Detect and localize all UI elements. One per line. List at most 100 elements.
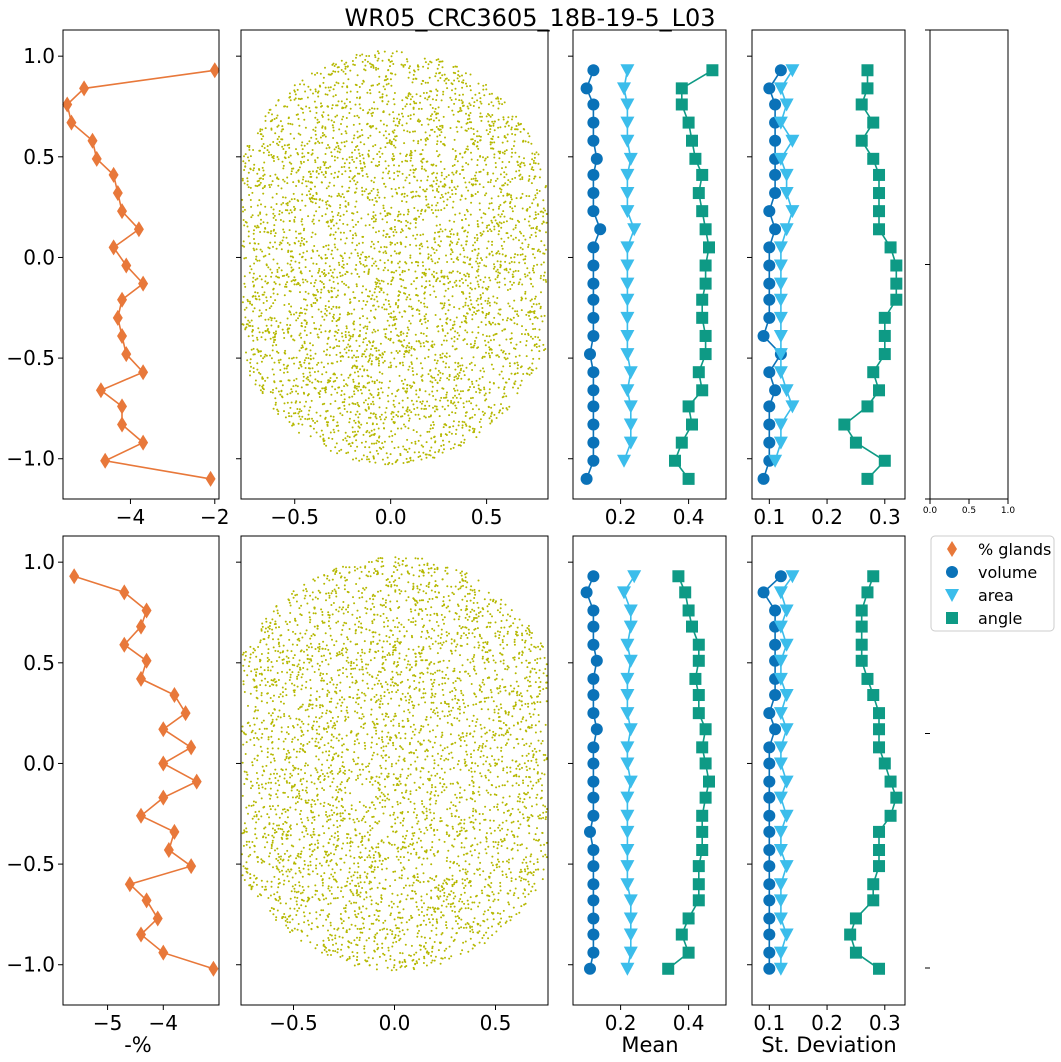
scatter-point [264, 338, 267, 341]
scatter-point [372, 328, 375, 331]
scatter-point [425, 160, 428, 163]
scatter-point [391, 159, 394, 162]
scatter-point [316, 72, 319, 74]
scatter-point [504, 283, 507, 286]
scatter-point [531, 362, 534, 365]
scatter-point [438, 415, 441, 418]
scatter-point [285, 285, 288, 288]
scatter-point [393, 158, 396, 160]
scatter-point [269, 797, 272, 800]
scatter-point [361, 375, 364, 378]
scatter-point [507, 236, 510, 239]
scatter-point [297, 392, 299, 395]
scatter-point [336, 345, 338, 347]
scatter-point [320, 875, 323, 878]
scatter-point [524, 262, 526, 265]
scatter-point [327, 300, 330, 303]
scatter-point [509, 180, 512, 183]
scatter-point [345, 237, 348, 240]
scatter-point [388, 59, 390, 62]
scatter-point [521, 192, 524, 195]
scatter-point [343, 141, 346, 144]
scatter-point [503, 176, 506, 179]
scatter-point [355, 234, 358, 237]
scatter-point [304, 799, 307, 802]
scatter-point [427, 123, 430, 126]
scatter-point [269, 894, 272, 897]
scatter-point [250, 268, 253, 271]
scatter-point [485, 265, 488, 268]
scatter-point [303, 319, 306, 322]
scatter-point [331, 249, 334, 252]
scatter-point [406, 160, 409, 163]
scatter-point [373, 433, 376, 436]
scatter-point [437, 127, 440, 130]
scatter-point [349, 373, 352, 376]
scatter-point [283, 294, 286, 297]
scatter-point [349, 107, 352, 110]
scatter-point [468, 258, 471, 261]
scatter-point [477, 82, 480, 85]
scatter-point [480, 426, 483, 428]
scatter-point [277, 390, 280, 393]
scatter-point [425, 456, 428, 459]
scatter-point [371, 114, 374, 117]
scatter-point [332, 756, 334, 759]
scatter-point [337, 100, 340, 103]
scatter-point [358, 86, 361, 88]
scatter-point [260, 312, 263, 315]
scatter-point [297, 367, 300, 370]
scatter-point [325, 187, 328, 190]
scatter-point [484, 316, 487, 319]
scatter-point [528, 271, 531, 274]
scatter-point [323, 286, 326, 289]
scatter-point [443, 295, 446, 298]
scatter-point [329, 269, 332, 272]
scatter-point [532, 227, 535, 229]
scatter-point [427, 63, 430, 66]
scatter-point [436, 67, 439, 70]
scatter-point [513, 842, 516, 845]
scatter-point [332, 428, 335, 431]
scatter-point [247, 156, 249, 159]
scatter-point [489, 613, 492, 616]
scatter-point [448, 366, 450, 369]
scatter-point [389, 929, 392, 931]
scatter-point [516, 392, 519, 395]
scatter-point [424, 317, 427, 320]
scatter-point [506, 140, 509, 143]
scatter-point [487, 240, 490, 243]
scatter-point [252, 149, 255, 151]
scatter-point [324, 307, 327, 310]
scatter-point [441, 324, 444, 327]
scatter-point [332, 280, 335, 283]
scatter-point [483, 388, 486, 391]
scatter-point [290, 170, 293, 173]
scatter-point [397, 290, 400, 293]
scatter-point [268, 816, 270, 819]
scatter-point [273, 317, 276, 320]
glands-point-3 [136, 618, 146, 635]
scatter-point [491, 925, 493, 928]
scatter-point [392, 316, 395, 319]
scatter-point [516, 161, 519, 164]
scatter-point [427, 319, 429, 322]
scatter-point [519, 253, 522, 256]
scatter-point [474, 287, 477, 290]
glands-point-5 [91, 150, 102, 167]
scatter-point [368, 268, 371, 271]
scatter-point [489, 128, 492, 131]
scatter-point [524, 238, 527, 241]
scatter-point [250, 216, 253, 219]
scatter-point [392, 131, 395, 134]
scatter-point [435, 59, 438, 61]
scatter-point [288, 146, 291, 149]
scatter-point [325, 244, 328, 247]
scatter-point [447, 277, 450, 280]
scatter-point [256, 291, 259, 294]
scatter-point [520, 299, 523, 302]
scatter-point [433, 196, 436, 199]
scatter-point [284, 209, 287, 212]
scatter-point [401, 107, 404, 110]
scatter-point [372, 215, 375, 218]
